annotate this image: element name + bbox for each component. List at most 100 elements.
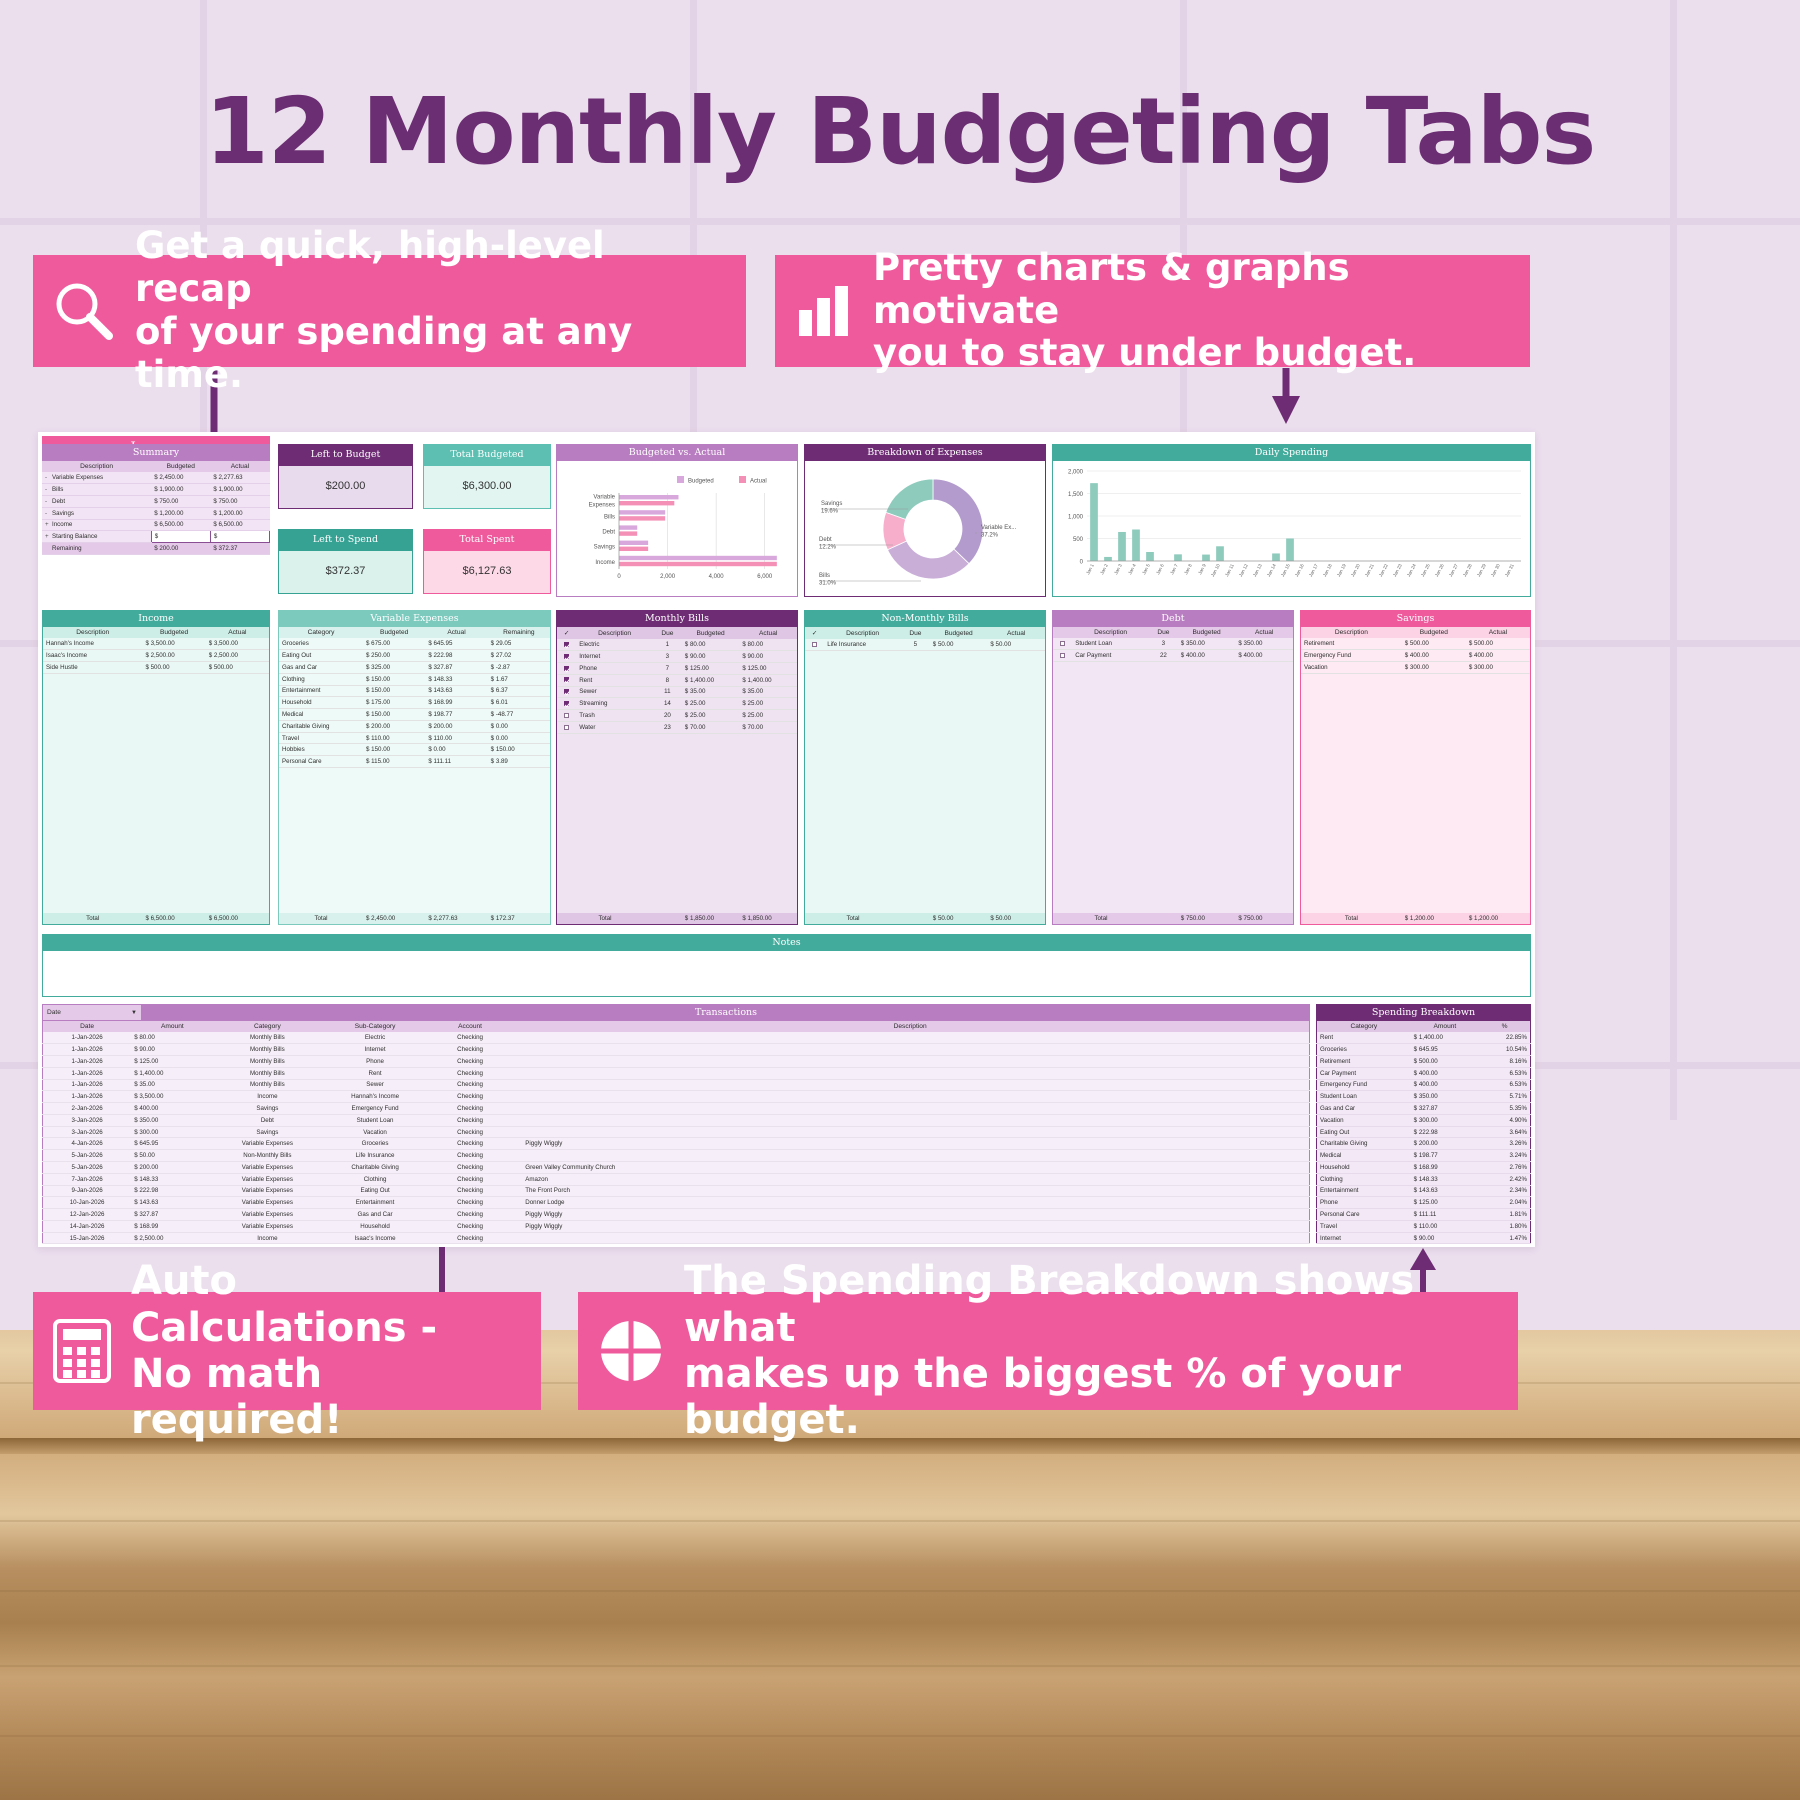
table-row[interactable]: Groceries $ 645.95 10.54% (1316, 1043, 1531, 1056)
table-row[interactable]: 1-Jan-2026 $ 35.00 Monthly Bills Sewer Check… (42, 1079, 1310, 1092)
table-row[interactable]: 5-Jan-2026 $ 200.00 Variable Expenses Chari… (42, 1161, 1310, 1174)
table-row[interactable]: Retirement $ 500.00 $ 500.00 (1301, 638, 1530, 651)
table-row[interactable]: 1-Jan-2026 $ 80.00 Monthly Bills Electric Ch… (42, 1032, 1310, 1045)
table-row[interactable]: Vacation $ 300.00 $ 300.00 (1301, 661, 1530, 674)
chevron-down-icon[interactable]: ▼ (131, 1009, 137, 1016)
table-row[interactable]: Groceries $ 675.00 $ 645.95 $ 29.05 (279, 638, 550, 651)
table-row[interactable]: 10-Jan-2026 $ 143.63 Variable Expenses Ente… (42, 1196, 1310, 1210)
table-row[interactable]: 4-Jan-2026 $ 645.95 Variable Expenses Groce… (42, 1137, 1310, 1151)
table-row[interactable]: Eating Out $ 222.98 3.64% (1316, 1126, 1531, 1139)
table-income[interactable]: Income Description Budgeted Actual Hanna… (42, 610, 270, 928)
table-row[interactable]: Clothing $ 150.00 $ 148.33 $ 1.67 (279, 673, 550, 686)
notes-input[interactable] (42, 951, 1531, 997)
table-spending-breakdown[interactable]: Spending Breakdown Category Amount % Ren… (1316, 1004, 1531, 1245)
table-row[interactable]: Medical $ 198.77 3.24% (1316, 1149, 1531, 1162)
table-row[interactable]: Internet 3 $ 90.00 $ 90.00 (557, 650, 797, 663)
table-row[interactable]: 9-Jan-2026 $ 222.98 Variable Expenses Eatin… (42, 1185, 1310, 1198)
kpi-left-to-budget[interactable]: Left to Budget $200.00 (278, 444, 413, 509)
table-row[interactable]: Travel $ 110.00 $ 110.00 $ 0.00 (279, 732, 550, 745)
summary-row[interactable]: - Variable Expenses $ 2,450.00 $ 2,277.63 (42, 472, 270, 485)
summary-row[interactable]: - Debt $ 750.00 $ 750.00 (42, 495, 270, 508)
row-checkbox[interactable] (557, 674, 577, 687)
table-row[interactable]: 14-Jan-2026 $ 168.99 Variable Expenses Hous… (42, 1220, 1310, 1233)
table-row[interactable]: Streaming 14 $ 25.00 $ 25.00 (557, 697, 797, 711)
table-row[interactable]: Sewer 11 $ 35.00 $ 35.00 (557, 686, 797, 699)
table-row[interactable]: Entertainment $ 150.00 $ 143.63 $ 6.37 (279, 685, 550, 698)
row-checkbox[interactable] (557, 709, 577, 722)
table-transactions[interactable]: Date ▼ Transactions Date Amount Category… (42, 1004, 1310, 1245)
table-variable-expenses[interactable]: Variable Expenses Category Budgeted Actu… (278, 610, 551, 928)
table-row[interactable]: Phone $ 125.00 2.04% (1316, 1196, 1531, 1210)
spreadsheet-canvas[interactable]: January Budget Overview Summary Descript… (38, 432, 1535, 1247)
table-row[interactable]: Trash 20 $ 25.00 $ 25.00 (557, 709, 797, 722)
row-checkbox[interactable] (557, 686, 577, 699)
notes-panel[interactable]: Notes (42, 934, 1531, 997)
kpi-left-to-spend[interactable]: Left to Spend $372.37 (278, 529, 413, 594)
table-row[interactable]: Rent $ 1,400.00 22.85% (1316, 1032, 1531, 1045)
table-row[interactable]: 3-Jan-2026 $ 350.00 Debt Student Loan Checki… (42, 1114, 1310, 1127)
table-row[interactable]: Household $ 168.99 2.76% (1316, 1161, 1531, 1174)
table-row[interactable]: Charitable Giving $ 200.00 3.26% (1316, 1137, 1531, 1151)
table-row[interactable]: Emergency Fund $ 400.00 $ 400.00 (1301, 649, 1530, 662)
table-row[interactable]: Isaac's Income $ 2,500.00 $ 2,500.00 (43, 649, 269, 662)
chart-daily-spending[interactable]: Daily Spending 0 500 1,000 1,500 2,000 Jan 1 J… (1052, 444, 1531, 600)
table-row[interactable]: Hannah's Income $ 3,500.00 $ 3,500.00 (43, 638, 269, 651)
table-row[interactable]: Personal Care $ 115.00 $ 111.11 $ 3.89 (279, 755, 550, 768)
row-checkbox[interactable] (557, 650, 577, 663)
table-row[interactable]: Entertainment $ 143.63 2.34% (1316, 1185, 1531, 1198)
table-row[interactable]: Life Insurance 5 $ 50.00 $ 50.00 (805, 639, 1045, 652)
table-row[interactable]: Car Payment 22 $ 400.00 $ 400.00 (1053, 649, 1293, 662)
row-checkbox[interactable] (1053, 649, 1073, 662)
table-row[interactable]: 12-Jan-2026 $ 327.87 Variable Expenses Gas … (42, 1208, 1310, 1221)
table-row[interactable]: Car Payment $ 400.00 6.53% (1316, 1067, 1531, 1080)
summary-row[interactable]: + Starting Balance $ $ (42, 530, 271, 544)
table-row[interactable]: 1-Jan-2026 $ 3,500.00 Income Hannah's Incom… (42, 1090, 1310, 1104)
kpi-total-spent[interactable]: Total Spent $6,127.63 (423, 529, 551, 594)
table-row[interactable]: Travel $ 110.00 1.80% (1316, 1220, 1531, 1233)
transactions-date-filter[interactable]: Date ▼ (42, 1004, 142, 1021)
table-row[interactable]: Phone 7 $ 125.00 $ 125.00 (557, 662, 797, 675)
row-checkbox[interactable] (557, 639, 577, 652)
table-row[interactable]: Student Loan 3 $ 350.00 $ 350.00 (1053, 638, 1293, 651)
table-row[interactable]: Student Loan $ 350.00 5.71% (1316, 1090, 1531, 1104)
chart-breakdown-of-expenses[interactable]: Breakdown of Expenses Savings 19.6% Variab… (804, 444, 1046, 600)
table-row[interactable]: Vacation $ 300.00 4.90% (1316, 1114, 1531, 1127)
table-row[interactable]: Clothing $ 148.33 2.42% (1316, 1173, 1531, 1186)
table-row[interactable]: Eating Out $ 250.00 $ 222.98 $ 27.02 (279, 649, 550, 662)
table-row[interactable]: 1-Jan-2026 $ 1,400.00 Monthly Bills Rent Che… (42, 1067, 1310, 1080)
table-monthly-bills[interactable]: Monthly Bills ✓ Description Due Budgeted… (556, 610, 798, 928)
chart-budgeted-vs-actual[interactable]: Budgeted vs. Actual Budgeted Actual 0 2,000… (556, 444, 798, 600)
summary-row[interactable]: - Bills $ 1,900.00 $ 1,900.00 (42, 483, 270, 496)
table-savings[interactable]: Savings Description Budgeted Actual Reti… (1300, 610, 1531, 928)
table-row[interactable]: Hobbies $ 150.00 $ 0.00 $ 150.00 (279, 743, 550, 757)
row-checkbox[interactable] (557, 721, 577, 734)
table-row[interactable]: Household $ 175.00 $ 168.99 $ 6.01 (279, 696, 550, 710)
table-row[interactable]: Retirement $ 500.00 8.16% (1316, 1055, 1531, 1068)
table-row[interactable]: Gas and Car $ 327.87 5.35% (1316, 1102, 1531, 1115)
table-row[interactable]: Internet $ 90.00 1.47% (1316, 1232, 1531, 1245)
table-row[interactable]: 15-Jan-2026 $ 2,500.00 Income Isaac's Incom… (42, 1232, 1310, 1245)
summary-card[interactable]: Summary Description Budgeted Actual - Var… (42, 444, 271, 555)
table-debt[interactable]: Debt Description Due Budgeted Actual Stu… (1052, 610, 1294, 928)
summary-row[interactable]: - Savings $ 1,200.00 $ 1,200.00 (42, 507, 270, 520)
row-checkbox[interactable] (557, 697, 577, 711)
table-row[interactable]: Rent 8 $ 1,400.00 $ 1,400.00 (557, 674, 797, 687)
summary-row[interactable]: Remaining $ 200.00 $ 372.37 (42, 542, 270, 555)
table-row[interactable]: Side Hustle $ 500.00 $ 500.00 (43, 661, 269, 674)
table-row[interactable]: 2-Jan-2026 $ 400.00 Savings Emergency Fund C… (42, 1102, 1310, 1115)
row-checkbox[interactable] (805, 639, 825, 652)
table-row[interactable]: Emergency Fund $ 400.00 6.53% (1316, 1079, 1531, 1092)
table-row[interactable]: Water 23 $ 70.00 $ 70.00 (557, 721, 797, 734)
table-row[interactable]: 1-Jan-2026 $ 125.00 Monthly Bills Phone Chec… (42, 1055, 1310, 1068)
row-checkbox[interactable] (1053, 638, 1073, 651)
table-non-monthly-bills[interactable]: Non-Monthly Bills ✓ Description Due Budg… (804, 610, 1046, 928)
table-row[interactable]: 3-Jan-2026 $ 300.00 Savings Vacation Checkin… (42, 1126, 1310, 1139)
table-row[interactable]: 5-Jan-2026 $ 50.00 Non-Monthly Bills Life I… (42, 1149, 1310, 1162)
kpi-total-budgeted[interactable]: Total Budgeted $6,300.00 (423, 444, 551, 509)
table-row[interactable]: Charitable Giving $ 200.00 $ 200.00 $ 0.00 (279, 720, 550, 733)
table-row[interactable]: Medical $ 150.00 $ 198.77 $ -48.77 (279, 708, 550, 721)
table-row[interactable]: 1-Jan-2026 $ 90.00 Monthly Bills Internet Ch… (42, 1043, 1310, 1056)
row-checkbox[interactable] (557, 662, 577, 675)
table-row[interactable]: 7-Jan-2026 $ 148.33 Variable Expenses Cloth… (42, 1173, 1310, 1186)
summary-row[interactable]: + Income $ 6,500.00 $ 6,500.00 (42, 519, 270, 532)
